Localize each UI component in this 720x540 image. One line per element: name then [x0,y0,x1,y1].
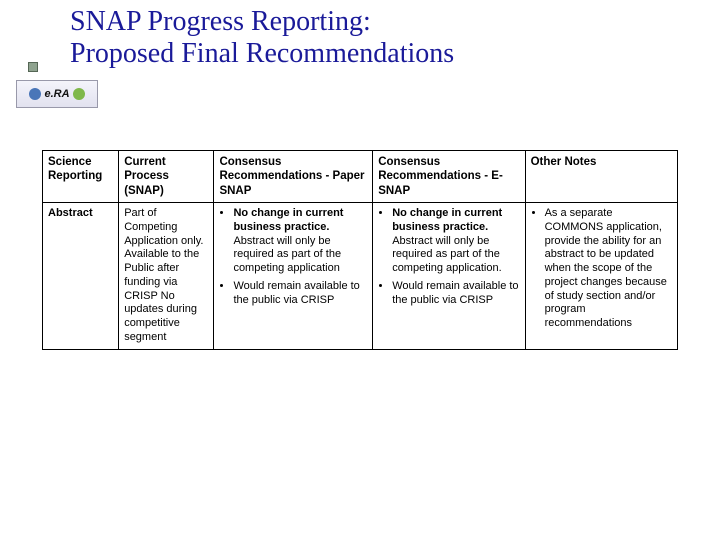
title-line-1: SNAP Progress Reporting: [70,6,371,37]
item-rest: Abstract will only be required as part o… [233,235,341,275]
list-item: Would remain available to the public via… [392,280,519,308]
slide-title: SNAP Progress Reporting: Proposed Final … [70,6,454,70]
col-other-notes: Other Notes [525,151,677,203]
cell-paper-snap: No change in current business practice. … [214,203,373,350]
col-paper-snap: Consensus Recommendations - Paper SNAP [214,151,373,203]
col-e-snap: Consensus Recommendations - E- SNAP [373,151,525,203]
item-lead: No change in current business practice. [392,207,502,233]
col-science-reporting: Science Reporting [43,151,119,203]
recommendations-table: Science Reporting Current Process (SNAP)… [42,150,678,350]
list-item: Would remain available to the public via… [233,280,367,308]
paper-snap-list: No change in current business practice. … [219,207,367,307]
item-rest: As a separate COMMONS application, provi… [545,207,667,329]
cell-e-snap: No change in current business practice. … [373,203,525,350]
list-item: No change in current business practice. … [233,207,367,276]
other-notes-list: As a separate COMMONS application, provi… [531,207,672,331]
e-snap-list: No change in current business practice. … [378,207,519,307]
item-lead: No change in current business practice. [233,207,343,233]
item-rest: Abstract will only be required as part o… [392,235,501,275]
table-header-row: Science Reporting Current Process (SNAP)… [43,151,678,203]
title-line-2: Proposed Final Recommendations [70,38,454,69]
era-logo: e.RA [16,80,98,108]
cell-current-process: Part of Competing Application only. Avai… [119,203,214,350]
list-item: As a separate COMMONS application, provi… [545,207,672,331]
col-current-process: Current Process (SNAP) [119,151,214,203]
logo-dot-right [73,88,85,100]
cell-other-notes: As a separate COMMONS application, provi… [525,203,677,350]
item-rest: Would remain available to the public via… [392,280,518,306]
row-label: Abstract [43,203,119,350]
logo-dot-left [29,88,41,100]
item-rest: Would remain available to the public via… [233,280,359,306]
table-row: Abstract Part of Competing Application o… [43,203,678,350]
logo-text: e.RA [44,88,69,100]
recommendations-table-wrap: Science Reporting Current Process (SNAP)… [42,150,678,350]
list-item: No change in current business practice. … [392,207,519,276]
title-bullet [28,62,38,72]
